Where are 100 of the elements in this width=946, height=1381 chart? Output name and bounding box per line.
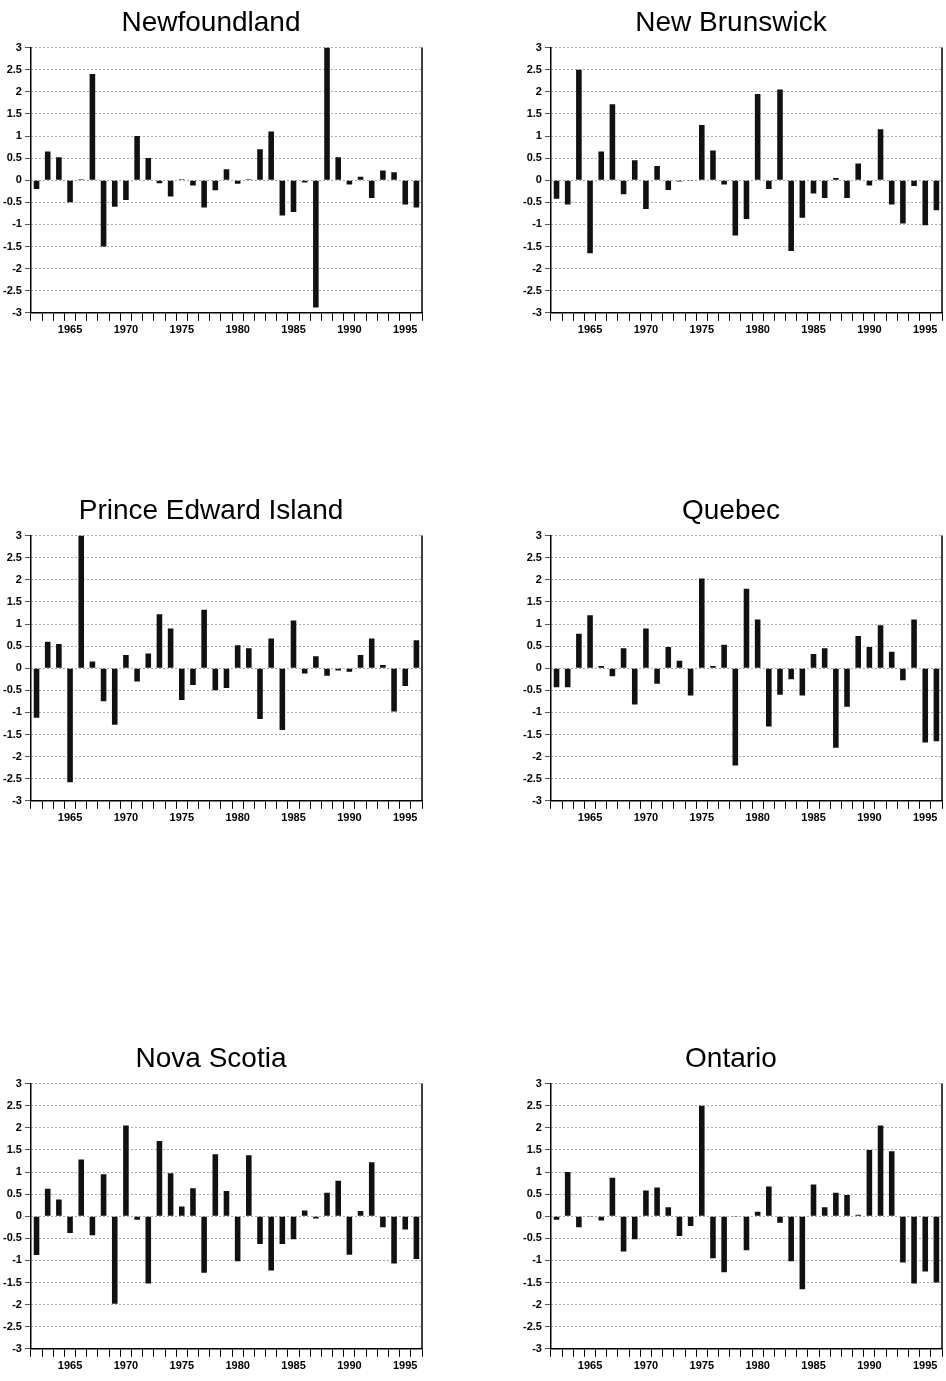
y-tick-label: 0 [535,1209,542,1222]
y-tick-label: 2.5 [526,1098,542,1111]
bar [609,1177,616,1216]
x-tick-label: 1980 [225,323,250,336]
x-tick-label: 1995 [393,323,418,336]
y-tick-label: -2.5 [522,283,542,296]
bar [246,648,252,668]
bar [368,638,375,668]
bar [268,131,274,180]
x-tick-label: 1995 [393,1359,418,1372]
bar [844,1194,850,1216]
y-tick-label: 0.5 [526,1187,542,1200]
x-tick-label: 1985 [801,811,826,824]
y-tick-label: -2.5 [2,1319,22,1332]
bar [866,646,873,668]
bar [346,1216,353,1255]
bar [833,1192,839,1216]
bar [643,180,649,209]
x-tick-label: 1990 [857,811,882,824]
bar [156,1141,163,1216]
bar [620,648,627,668]
bar [134,668,140,682]
bar [754,94,761,180]
y-tick-label: -1.5 [2,1275,22,1288]
bar [257,1216,263,1245]
bar [855,635,861,668]
bar [123,180,129,201]
y-tick-label: -2.5 [522,1319,542,1332]
x-tick-label: 1965 [57,1359,83,1372]
bar [178,1206,185,1216]
bar [777,89,783,180]
bar [44,151,51,180]
y-tick-label: 2 [535,1120,542,1133]
y-tick-label: 1 [535,129,542,142]
x-tick-label: 1985 [801,323,826,336]
y-tick-label: -1 [12,1253,22,1266]
x-tick-label: 1980 [745,1359,770,1372]
y-tick-label: -1 [532,1253,542,1266]
y-tick-label: 0 [15,173,22,186]
x-tick-label: 1970 [633,323,659,336]
y-tick-label: 1 [15,129,22,142]
bar [234,645,241,668]
y-tick-label: -0.5 [522,1231,542,1244]
bar [56,643,62,668]
bar [89,74,96,180]
y-tick-label: -1.5 [2,727,22,740]
bar [933,1216,940,1283]
chart-title: Nova Scotia [135,1041,287,1073]
bar [279,180,286,216]
chart-title: Prince Edward Island [78,493,344,525]
y-tick-label: -3 [12,305,22,318]
bar [145,1216,152,1284]
bar [922,668,929,743]
x-tick-label: 1970 [113,811,139,824]
chart-title: Ontario [685,1041,777,1073]
bar [402,1216,409,1230]
bar [246,1155,252,1216]
bar [788,668,794,680]
bar [888,180,895,205]
bar [576,69,582,180]
y-tick-label: 0 [535,661,542,674]
bar [44,641,51,668]
y-tick-label: -2.5 [2,283,22,296]
y-tick-label: 1 [535,617,542,630]
bar [631,160,638,180]
bar [888,651,895,668]
bar [335,157,341,180]
bar [855,163,861,180]
y-tick-label: 2 [535,572,542,585]
y-tick-label: 0 [535,173,542,186]
bar [777,1216,783,1223]
x-tick-label: 1970 [113,323,139,336]
y-tick-label: -0.5 [2,195,22,208]
bar [324,47,330,180]
y-tick-label: -2.5 [2,771,22,784]
bar [888,1151,895,1216]
x-tick-label: 1965 [577,1359,603,1372]
bar [576,633,582,668]
y-tick-label: 1.5 [526,1142,542,1155]
bar [167,628,174,668]
bar [111,668,118,725]
bar [178,668,185,701]
bar [900,668,906,681]
y-tick-label: -0.5 [2,1231,22,1244]
bar [698,124,705,180]
y-tick-label: 0.5 [6,1187,22,1200]
bar [212,1154,219,1216]
y-tick-label: -2 [532,261,542,274]
x-tick-label: 1975 [169,323,195,336]
bar [190,668,196,685]
y-tick-label: -3 [532,793,542,806]
bar [643,1190,649,1216]
y-tick-label: -3 [12,793,22,806]
bar [922,1216,929,1272]
x-tick-label: 1990 [857,1359,882,1372]
y-tick-label: -3 [12,1341,22,1354]
bar [67,1216,73,1233]
bar [810,654,817,668]
y-tick-label: 0 [15,1209,22,1222]
bar [587,180,593,254]
